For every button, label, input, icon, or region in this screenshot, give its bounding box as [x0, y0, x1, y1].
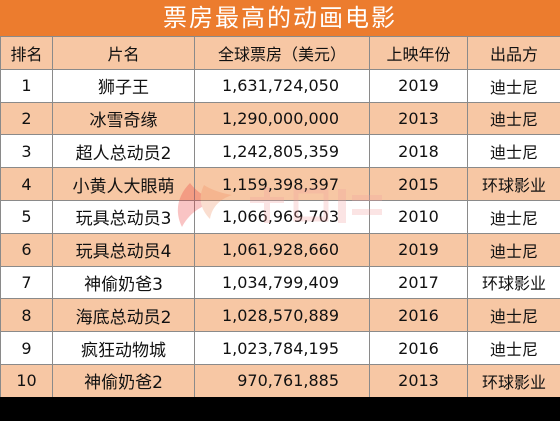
header-row: 排名 片名 全球票房（美元） 上映年份 出品方	[0, 36, 560, 70]
table-row: 2 冰雪奇缘 1,290,000,000 2013 迪士尼	[0, 101, 560, 136]
year-cell: 2018	[369, 134, 468, 169]
title-cell: 冰雪奇缘	[52, 101, 195, 136]
bottom-bar	[0, 397, 560, 421]
year-cell: 2016	[369, 331, 468, 365]
table-row: 9 疯狂动物城 1,023,784,195 2016 迪士尼	[0, 331, 560, 365]
gross-cell: 1,023,784,195	[194, 331, 370, 365]
rank-cell: 6	[0, 232, 53, 267]
table-row: 3 超人总动员2 1,242,805,359 2018 迪士尼	[0, 134, 560, 169]
studio-cell: 迪士尼	[467, 134, 560, 169]
header-title: 片名	[52, 36, 195, 70]
year-cell: 2019	[369, 232, 468, 267]
year-cell: 2013	[369, 363, 468, 398]
studio-cell: 环球影业	[467, 265, 560, 300]
title-cell: 玩具总动员3	[52, 199, 195, 234]
table-row: 5 玩具总动员3 1,066,969,703 2010 迪士尼	[0, 199, 560, 234]
table-row: 10 神偷奶爸2 970,761,885 2013 环球影业	[0, 363, 560, 398]
gross-cell: 1,159,398,397	[194, 167, 370, 201]
gross-cell: 1,290,000,000	[194, 101, 370, 136]
gross-cell: 1,066,969,703	[194, 199, 370, 234]
table-row: 7 神偷奶爸3 1,034,799,409 2017 环球影业	[0, 265, 560, 300]
gross-cell: 1,631,724,050	[194, 68, 370, 103]
studio-cell: 环球影业	[467, 363, 560, 398]
year-cell: 2013	[369, 101, 468, 136]
studio-cell: 迪士尼	[467, 232, 560, 267]
studio-cell: 迪士尼	[467, 298, 560, 333]
rank-cell: 1	[0, 68, 53, 103]
rank-cell: 3	[0, 134, 53, 169]
header-rank: 排名	[0, 36, 53, 70]
rank-cell: 8	[0, 298, 53, 333]
table-row: 6 玩具总动员4 1,061,928,660 2019 迪士尼	[0, 232, 560, 267]
gross-cell: 970,761,885	[194, 363, 370, 398]
rank-cell: 7	[0, 265, 53, 300]
studio-cell: 迪士尼	[467, 331, 560, 365]
table-row: 1 狮子王 1,631,724,050 2019 迪士尼	[0, 68, 560, 103]
year-cell: 2016	[369, 298, 468, 333]
rank-cell: 4	[0, 167, 53, 201]
title-cell: 神偷奶爸3	[52, 265, 195, 300]
studio-cell: 迪士尼	[467, 68, 560, 103]
title-cell: 狮子王	[52, 68, 195, 103]
studio-cell: 环球影业	[467, 167, 560, 201]
title-cell: 海底总动员2	[52, 298, 195, 333]
studio-cell: 迪士尼	[467, 199, 560, 234]
studio-cell: 迪士尼	[467, 101, 560, 136]
rank-cell: 2	[0, 101, 53, 136]
rank-cell: 10	[0, 363, 53, 398]
year-cell: 2015	[369, 167, 468, 201]
title-cell: 小黄人大眼萌	[52, 167, 195, 201]
spreadsheet-sheet: 票房最高的动画电影 排名 片名 全球票房（美元） 上映年份 出品方 1 狮子王 …	[0, 0, 560, 398]
rank-cell: 5	[0, 199, 53, 234]
title-cell: 神偷奶爸2	[52, 363, 195, 398]
gross-cell: 1,242,805,359	[194, 134, 370, 169]
gross-cell: 1,028,570,889	[194, 298, 370, 333]
box-office-table: 排名 片名 全球票房（美元） 上映年份 出品方 1 狮子王 1,631,724,…	[0, 36, 560, 398]
year-cell: 2010	[369, 199, 468, 234]
header-year: 上映年份	[369, 36, 468, 70]
table-title: 票房最高的动画电影	[0, 0, 560, 36]
header-gross: 全球票房（美元）	[194, 36, 370, 70]
header-studio: 出品方	[467, 36, 560, 70]
gross-cell: 1,034,799,409	[194, 265, 370, 300]
table-row: 4 小黄人大眼萌 1,159,398,397 2015 环球影业	[0, 167, 560, 201]
title-cell: 超人总动员2	[52, 134, 195, 169]
title-cell: 玩具总动员4	[52, 232, 195, 267]
year-cell: 2017	[369, 265, 468, 300]
year-cell: 2019	[369, 68, 468, 103]
rank-cell: 9	[0, 331, 53, 365]
gross-cell: 1,061,928,660	[194, 232, 370, 267]
table-row: 8 海底总动员2 1,028,570,889 2016 迪士尼	[0, 298, 560, 333]
title-cell: 疯狂动物城	[52, 331, 195, 365]
